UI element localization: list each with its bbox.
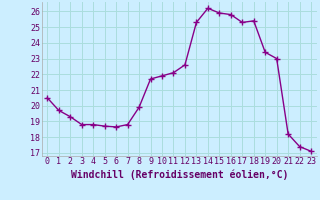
X-axis label: Windchill (Refroidissement éolien,°C): Windchill (Refroidissement éolien,°C) [70, 169, 288, 180]
